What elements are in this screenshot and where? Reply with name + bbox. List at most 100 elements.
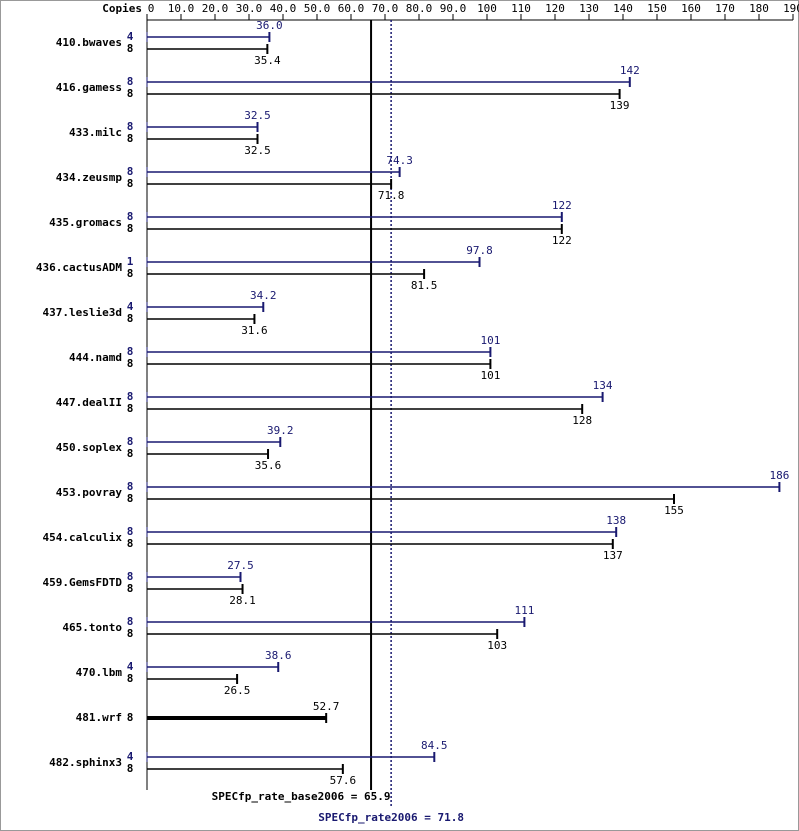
copies-label: 8: [127, 492, 134, 505]
value-label: 38.6: [265, 649, 292, 662]
x-tick-label: 150: [647, 2, 667, 15]
value-label: 71.8: [378, 189, 405, 202]
category-label: 482.sphinx3: [49, 756, 122, 769]
x-tick-label: 70.0: [372, 2, 399, 15]
value-label: 186: [769, 469, 789, 482]
value-label: 101: [480, 334, 500, 347]
value-label: 34.2: [250, 289, 277, 302]
value-label: 31.6: [241, 324, 268, 337]
x-tick-label: 20.0: [202, 2, 229, 15]
copies-header: Copies: [102, 2, 142, 15]
copies-label: 8: [127, 222, 134, 235]
x-tick-label: 100: [477, 2, 497, 15]
value-label: 74.3: [386, 154, 413, 167]
x-tick-label: 110: [511, 2, 531, 15]
category-label: 453.povray: [56, 486, 123, 499]
copies-label: 8: [127, 75, 134, 88]
category-label: 436.cactusADM: [36, 261, 122, 274]
copies-label: 4: [127, 300, 134, 313]
copies-label: 8: [127, 177, 134, 190]
copies-label: 8: [127, 537, 134, 550]
value-label: 26.5: [224, 684, 251, 697]
x-tick-label: 180: [749, 2, 769, 15]
copies-label: 8: [127, 357, 134, 370]
value-label: 32.5: [244, 144, 271, 157]
copies-label: 8: [127, 615, 134, 628]
category-label: 465.tonto: [62, 621, 122, 634]
value-label: 122: [552, 234, 572, 247]
value-label: 97.8: [466, 244, 493, 257]
copies-label: 4: [127, 30, 134, 43]
category-label: 410.bwaves: [56, 36, 122, 49]
value-label: 103: [487, 639, 507, 652]
value-label: 84.5: [421, 739, 448, 752]
category-label: 444.namd: [69, 351, 122, 364]
copies-label: 8: [127, 627, 134, 640]
copies-label: 8: [127, 582, 134, 595]
copies-label: 8: [127, 711, 134, 724]
copies-label: 8: [127, 165, 134, 178]
value-label: 81.5: [411, 279, 438, 292]
value-label: 111: [514, 604, 534, 617]
copies-label: 8: [127, 390, 134, 403]
reference-label: SPECfp_rate_base2006 = 65.9: [212, 790, 391, 803]
value-label: 35.6: [255, 459, 282, 472]
value-label: 128: [572, 414, 592, 427]
value-label: 139: [610, 99, 630, 112]
category-label: 481.wrf: [76, 711, 122, 724]
copies-label: 8: [127, 480, 134, 493]
copies-label: 8: [127, 210, 134, 223]
category-label: 416.gamess: [56, 81, 122, 94]
copies-label: 8: [127, 762, 134, 775]
category-label: 454.calculix: [43, 531, 123, 544]
value-label: 35.4: [254, 54, 281, 67]
copies-label: 8: [127, 672, 134, 685]
copies-label: 8: [127, 525, 134, 538]
x-tick-label: 120: [545, 2, 565, 15]
x-tick-label: 190: [783, 2, 799, 15]
x-tick-label: 60.0: [338, 2, 365, 15]
value-label: 155: [664, 504, 684, 517]
value-label: 122: [552, 199, 572, 212]
x-tick-label: 80.0: [406, 2, 433, 15]
copies-label: 4: [127, 750, 134, 763]
category-label: 447.dealII: [56, 396, 122, 409]
copies-label: 8: [127, 267, 134, 280]
copies-label: 8: [127, 312, 134, 325]
value-label: 137: [603, 549, 623, 562]
category-label: 433.milc: [69, 126, 122, 139]
value-label: 39.2: [267, 424, 294, 437]
x-tick-label: 170: [715, 2, 735, 15]
category-label: 459.GemsFDTD: [43, 576, 123, 589]
copies-label: 4: [127, 660, 134, 673]
copies-label: 8: [127, 42, 134, 55]
category-label: 470.lbm: [76, 666, 123, 679]
category-label: 450.soplex: [56, 441, 123, 454]
x-tick-label: 50.0: [304, 2, 331, 15]
copies-label: 8: [127, 402, 134, 415]
value-label: 138: [606, 514, 626, 527]
value-label: 27.5: [227, 559, 254, 572]
copies-label: 8: [127, 120, 134, 133]
copies-label: 8: [127, 447, 134, 460]
x-tick-label: 140: [613, 2, 633, 15]
category-label: 435.gromacs: [49, 216, 122, 229]
copies-label: 8: [127, 435, 134, 448]
value-label: 32.5: [244, 109, 271, 122]
reference-label: SPECfp_rate2006 = 71.8: [318, 811, 464, 824]
copies-label: 1: [127, 255, 134, 268]
value-label: 101: [480, 369, 500, 382]
copies-label: 8: [127, 345, 134, 358]
value-label: 134: [593, 379, 613, 392]
x-tick-label: 40.0: [270, 2, 297, 15]
x-tick-label: 30.0: [236, 2, 263, 15]
value-label: 142: [620, 64, 640, 77]
copies-label: 8: [127, 87, 134, 100]
category-label: 434.zeusmp: [56, 171, 123, 184]
category-label: 437.leslie3d: [43, 306, 122, 319]
x-tick-label: 0: [148, 2, 155, 15]
x-tick-label: 160: [681, 2, 701, 15]
